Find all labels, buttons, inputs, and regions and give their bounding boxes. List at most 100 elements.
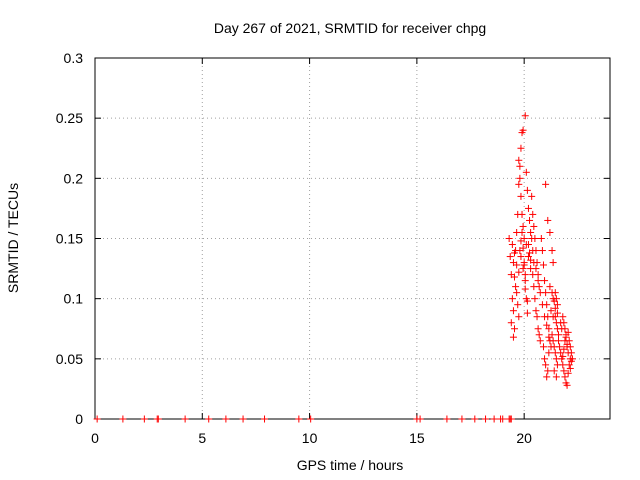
data-point	[119, 415, 127, 423]
data-points	[93, 112, 576, 423]
data-point	[566, 364, 574, 372]
data-point	[523, 186, 531, 194]
data-point	[517, 192, 525, 200]
data-point	[560, 319, 568, 327]
data-point	[530, 283, 538, 291]
data-point	[518, 228, 526, 236]
data-point	[513, 289, 521, 297]
y-tick-label: 0.25	[56, 110, 83, 126]
data-point	[505, 235, 513, 242]
x-axis-label: GPS time / hours	[297, 457, 404, 473]
data-point	[508, 241, 516, 249]
data-point	[564, 369, 572, 377]
data-point	[523, 309, 531, 317]
x-tick-label: 10	[302, 430, 318, 446]
data-point	[523, 297, 531, 305]
data-point	[552, 295, 560, 303]
data-point	[530, 222, 538, 230]
y-tick-label: 0.3	[64, 50, 84, 66]
data-point	[526, 216, 534, 224]
data-point	[527, 228, 535, 236]
data-point	[534, 277, 542, 285]
data-point	[567, 349, 575, 357]
data-point	[507, 319, 515, 327]
data-point	[519, 126, 527, 134]
data-point	[550, 367, 558, 375]
data-point	[524, 241, 532, 249]
data-point	[515, 156, 523, 164]
data-point	[511, 273, 519, 281]
data-point	[535, 331, 543, 339]
data-point	[154, 415, 162, 423]
data-point	[239, 415, 247, 423]
data-point	[555, 331, 562, 339]
data-point	[512, 283, 520, 291]
data-point	[517, 237, 525, 245]
data-point	[549, 259, 557, 267]
axis-ticks: 0 5 10 15 20 0 0.05 0.1 0.15 0.2 0.25 0.3	[56, 50, 610, 446]
y-tick-label: 0.05	[56, 351, 83, 367]
y-tick-label: 0	[75, 411, 83, 427]
data-point	[506, 253, 514, 261]
data-point	[528, 235, 536, 242]
data-point	[553, 309, 561, 317]
data-point	[529, 210, 537, 218]
data-point	[508, 295, 516, 303]
data-point	[471, 415, 479, 423]
data-point	[539, 343, 547, 351]
data-point	[545, 325, 553, 333]
data-point	[514, 301, 522, 309]
data-point	[416, 415, 424, 423]
data-point	[545, 333, 553, 341]
data-point	[552, 373, 560, 381]
data-point	[526, 249, 534, 257]
data-point	[556, 343, 564, 351]
data-point	[490, 415, 498, 423]
data-point	[515, 268, 523, 276]
data-point	[532, 307, 540, 315]
x-tick-label: 15	[409, 430, 425, 446]
data-point	[561, 373, 569, 381]
data-point	[482, 415, 490, 423]
data-point	[511, 249, 519, 257]
data-point	[561, 325, 569, 333]
data-point	[559, 313, 567, 321]
data-point	[295, 415, 303, 423]
data-point	[565, 361, 573, 369]
data-point	[547, 307, 555, 315]
data-point	[307, 415, 315, 423]
data-point	[93, 415, 101, 423]
data-point	[509, 333, 517, 341]
x-tick-label: 5	[198, 430, 206, 446]
data-point	[542, 180, 550, 188]
data-point	[546, 283, 554, 291]
data-point	[551, 304, 559, 312]
data-point	[567, 357, 575, 365]
data-point	[524, 204, 532, 212]
data-point	[520, 261, 528, 269]
data-point	[565, 337, 573, 345]
data-point	[521, 112, 529, 120]
data-point	[545, 349, 553, 357]
data-point	[443, 415, 451, 423]
data-point	[559, 352, 567, 360]
x-tick-label: 0	[91, 430, 99, 446]
data-point	[515, 313, 523, 321]
data-point	[517, 253, 525, 261]
data-point	[533, 313, 541, 321]
data-point	[563, 381, 571, 389]
data-point	[557, 349, 565, 357]
data-point	[222, 415, 230, 423]
data-point	[261, 415, 269, 423]
data-point	[538, 247, 546, 255]
x-tick-label: 20	[516, 430, 532, 446]
data-point	[546, 228, 554, 236]
data-point	[516, 162, 524, 170]
data-point	[511, 325, 519, 333]
data-point	[538, 301, 546, 309]
data-point	[537, 235, 545, 242]
data-point	[539, 261, 547, 269]
data-point	[458, 415, 466, 423]
data-point	[205, 415, 213, 423]
data-point	[507, 415, 515, 423]
